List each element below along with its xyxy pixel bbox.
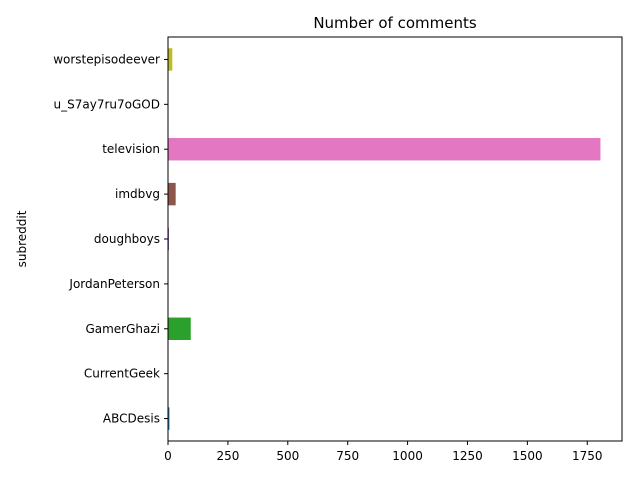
y-tick-label: ABCDesis <box>103 412 160 426</box>
chart-title: Number of comments <box>313 14 477 32</box>
plot-frame <box>167 36 623 442</box>
x-tick-label: 1500 <box>512 449 543 463</box>
x-tick-label: 1000 <box>392 449 423 463</box>
y-axis-ticks: ABCDesis CurrentGeek GamerGhazi JordanPeter… <box>53 52 168 426</box>
x-tick-label: 750 <box>336 449 359 463</box>
y-tick-label: u_S7ay7ru7oGOD <box>54 97 160 111</box>
y-axis-label: subreddit <box>15 210 29 267</box>
y-tick-label: worstepisodeever <box>53 52 160 66</box>
y-tick-label: CurrentGeek <box>84 367 160 381</box>
x-tick-label: 500 <box>276 449 299 463</box>
bar-worstepisodeever <box>168 48 173 71</box>
y-tick-label: television <box>102 142 160 156</box>
y-tick-label: imdbvg <box>115 187 160 201</box>
bar-ABCDesis <box>168 407 170 430</box>
y-tick-label: JordanPeterson <box>68 277 160 291</box>
bar-GamerGhazi <box>168 317 191 340</box>
x-tick-label: 0 <box>164 449 172 463</box>
y-tick-label: GamerGhazi <box>85 322 160 336</box>
bars-group <box>168 48 601 430</box>
bar-television <box>168 138 601 161</box>
y-tick-label: doughboys <box>94 232 160 246</box>
x-tick-label: 1750 <box>572 449 603 463</box>
x-tick-label: 1250 <box>452 449 483 463</box>
x-axis-ticks: 0 250 500 750 1000 1250 1500 1750 <box>164 441 603 463</box>
x-tick-label: 250 <box>216 449 239 463</box>
bar-imdbvg <box>168 182 176 206</box>
